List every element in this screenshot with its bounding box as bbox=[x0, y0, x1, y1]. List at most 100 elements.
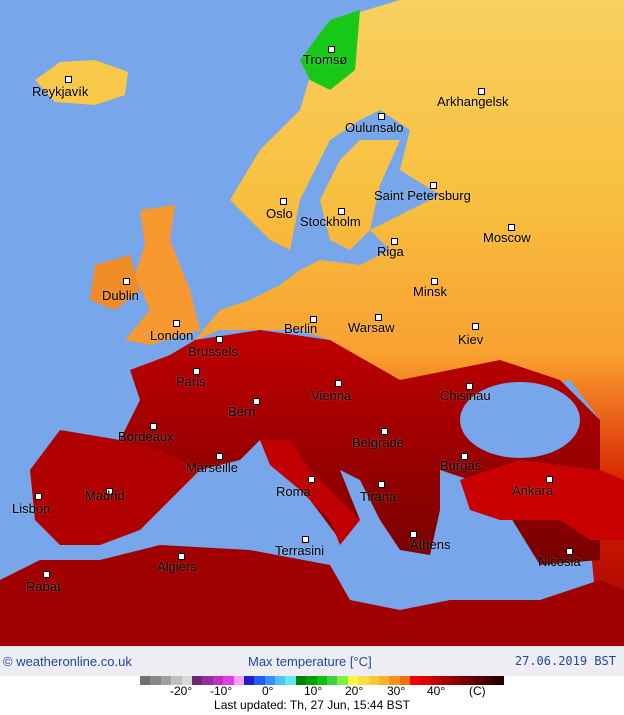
scale-swatch bbox=[337, 676, 348, 685]
city-marker bbox=[375, 314, 382, 321]
turkey bbox=[460, 460, 624, 540]
iberia bbox=[30, 430, 200, 545]
city-marker bbox=[378, 481, 385, 488]
scale-tick: -10° bbox=[210, 684, 233, 698]
city-marker bbox=[308, 476, 315, 483]
great-britain bbox=[125, 205, 200, 345]
city-label: Moscow bbox=[483, 230, 531, 245]
scale-tick: 20° bbox=[345, 684, 364, 698]
scale-swatch bbox=[285, 676, 296, 685]
scale-swatch bbox=[420, 676, 431, 685]
scale-swatch bbox=[306, 676, 317, 685]
city-marker bbox=[338, 208, 345, 215]
city-marker bbox=[178, 553, 185, 560]
city-marker bbox=[546, 476, 553, 483]
city-label: Bern bbox=[228, 404, 256, 419]
temperature-map[interactable]: Reykjavík Tromsø Arkhangelsk Oulunsalo S… bbox=[0, 0, 624, 646]
scale-swatch bbox=[243, 676, 255, 685]
continental-europe-south bbox=[120, 330, 600, 565]
city-marker bbox=[410, 531, 417, 538]
city-marker bbox=[378, 113, 385, 120]
scale-swatch bbox=[212, 676, 224, 685]
scale-swatch bbox=[472, 676, 483, 685]
city-label: Paris bbox=[176, 374, 206, 389]
city-marker bbox=[280, 198, 287, 205]
city-label: Riga bbox=[377, 244, 404, 259]
city-marker bbox=[65, 76, 72, 83]
city-label: Arkhangelsk bbox=[437, 94, 509, 109]
city-marker bbox=[173, 320, 180, 327]
scale-swatch bbox=[316, 676, 328, 685]
scale-swatch bbox=[451, 676, 463, 685]
city-label: Algiers bbox=[157, 559, 197, 574]
city-marker bbox=[381, 428, 388, 435]
city-label: Terrasini bbox=[275, 543, 325, 558]
city-marker bbox=[430, 182, 437, 189]
city-marker bbox=[335, 380, 342, 387]
scale-tick: -20° bbox=[170, 684, 193, 698]
city-marker bbox=[216, 453, 223, 460]
city-label: Dublin bbox=[102, 288, 139, 303]
city-marker bbox=[123, 278, 130, 285]
scale-swatch bbox=[140, 676, 151, 685]
city-label: Tirana bbox=[360, 489, 397, 504]
city-label: Bordeaux bbox=[118, 429, 174, 444]
scale-unit: (C) bbox=[469, 684, 486, 698]
scale-swatch bbox=[347, 676, 359, 685]
city-label: Ankara bbox=[512, 483, 554, 498]
credit-link[interactable]: © weatheronline.co.uk bbox=[3, 654, 132, 669]
scale-swatch bbox=[358, 676, 369, 685]
city-marker bbox=[310, 316, 317, 323]
scale-swatch bbox=[399, 676, 411, 685]
map-landmasses bbox=[0, 0, 624, 646]
color-scale bbox=[140, 676, 504, 685]
scale-swatch bbox=[482, 676, 494, 685]
city-label: Oslo bbox=[266, 206, 293, 221]
scale-swatch bbox=[191, 676, 203, 685]
city-label: Stockholm bbox=[300, 214, 361, 229]
city-label: Tromsø bbox=[303, 52, 348, 67]
city-label: Vienna bbox=[311, 388, 352, 403]
city-label: Warsaw bbox=[348, 320, 395, 335]
scale-swatch bbox=[378, 676, 390, 685]
scale-tick: 40° bbox=[427, 684, 446, 698]
city-label: Kiev bbox=[458, 332, 484, 347]
city-marker bbox=[150, 423, 157, 430]
scale-swatch bbox=[493, 676, 504, 685]
scale-swatch bbox=[160, 676, 172, 685]
city-marker bbox=[461, 453, 468, 460]
city-label: Rabat bbox=[26, 579, 61, 594]
city-marker bbox=[566, 548, 573, 555]
scale-tick: 10° bbox=[304, 684, 323, 698]
city-marker bbox=[472, 323, 479, 330]
iceland bbox=[35, 60, 128, 105]
italy bbox=[260, 440, 360, 545]
city-label: Lisbon bbox=[12, 501, 51, 516]
city-label: Chisinau bbox=[440, 388, 491, 403]
city-label: Athens bbox=[410, 537, 451, 552]
city-label: Belgrade bbox=[352, 435, 405, 450]
city-marker bbox=[302, 536, 309, 543]
city-label: Reykjavík bbox=[32, 84, 89, 99]
city-marker bbox=[35, 493, 42, 500]
scale-tick: 0° bbox=[262, 684, 274, 698]
scale-swatch bbox=[368, 676, 379, 685]
map-title: Max temperature [°C] bbox=[248, 654, 372, 669]
city-marker bbox=[216, 336, 223, 343]
scale-swatch bbox=[327, 676, 338, 685]
scale-swatch bbox=[275, 676, 286, 685]
north-africa bbox=[0, 545, 624, 646]
city-label: Saint Petersburg bbox=[374, 188, 471, 203]
city-marker bbox=[253, 398, 260, 405]
city-label: Madrid bbox=[85, 488, 125, 503]
city-marker bbox=[43, 571, 50, 578]
scale-swatch bbox=[264, 676, 276, 685]
ireland bbox=[90, 255, 140, 310]
scale-swatch bbox=[295, 676, 307, 685]
scale-swatch bbox=[181, 676, 192, 685]
city-marker bbox=[391, 238, 398, 245]
city-marker bbox=[508, 224, 515, 231]
scale-swatch bbox=[410, 676, 421, 685]
city-marker bbox=[431, 278, 438, 285]
scale-swatch bbox=[254, 676, 265, 685]
